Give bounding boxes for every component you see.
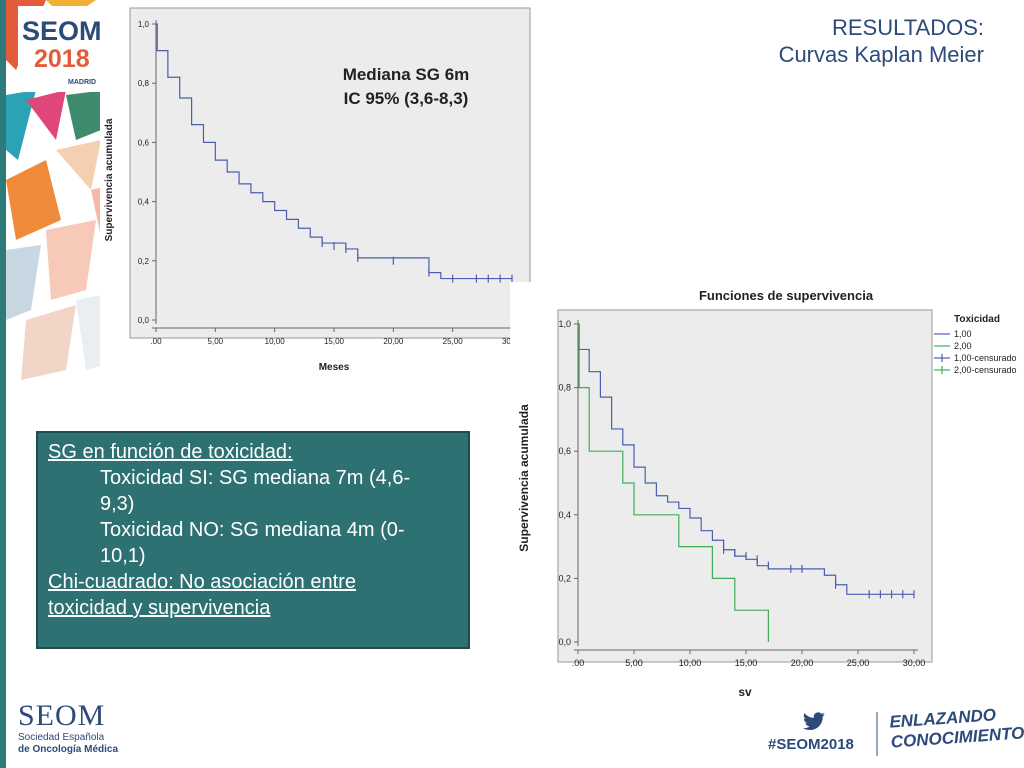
- y-axis-label: Supervivencia acumulada: [104, 118, 115, 241]
- x-tick-label: 25,00: [847, 658, 870, 668]
- summary-tox-no-line-1: Toxicidad NO: SG mediana 4m (0-: [100, 519, 405, 541]
- x-tick-label: 10,00: [265, 337, 286, 346]
- y-tick-label: 0,6: [558, 446, 571, 456]
- summary-tox-no-line-2: 10,1): [100, 545, 146, 567]
- slide-title: RESULTADOS: Curvas Kaplan Meier: [779, 14, 984, 68]
- y-tick-label: 0,0: [138, 316, 150, 325]
- legend-title: Toxicidad: [954, 314, 1000, 325]
- summary-chi-line-1: Chi-cuadrado: No asociación entre: [48, 571, 356, 593]
- svg-text:MADRID: MADRID: [68, 79, 96, 86]
- x-axis-label: sv: [738, 685, 752, 699]
- x-tick-label: 15,00: [324, 337, 345, 346]
- hashtag-text: #SEOM2018: [768, 736, 854, 753]
- title-line-2: Curvas Kaplan Meier: [778, 42, 984, 67]
- legend-label-1: 1,00: [954, 329, 972, 339]
- x-tick-label: 20,00: [383, 337, 404, 346]
- x-tick-label: 5,00: [625, 658, 643, 668]
- legend-label-2: 2,00: [954, 341, 972, 351]
- summary-chi-line-2: toxicidad y supervivencia: [48, 597, 271, 619]
- x-tick-label: .00: [572, 658, 585, 668]
- x-tick-label: 30,00: [903, 658, 926, 668]
- y-tick-label: 0,2: [558, 573, 571, 583]
- x-tick-label: .00: [150, 337, 162, 346]
- summary-heading: SG en función de toxicidad:: [48, 441, 293, 463]
- x-tick-label: 10,00: [679, 658, 702, 668]
- svg-text:SEOM: SEOM: [22, 16, 102, 46]
- toxicity-summary-box: SG en función de toxicidad: Toxicidad SI…: [36, 431, 470, 649]
- summary-tox-si-line-1: Toxicidad SI: SG mediana 7m (4,6-: [100, 467, 411, 489]
- y-tick-label: 0,8: [558, 383, 571, 393]
- y-tick-label: 0,2: [138, 257, 150, 266]
- median-annotation-line-1: Mediana SG 6m: [343, 65, 470, 84]
- enlazando-slogan: ENLAZANDO CONOCIMIENTO: [889, 703, 1024, 752]
- footer-divider: [876, 712, 878, 756]
- overall-survival-chart: .005,0010,0015,0020,0025,0030,000,00,20,…: [100, 0, 532, 378]
- summary-tox-si-line-2: 9,3): [100, 493, 135, 515]
- toxicity-survival-chart: Funciones de supervivencia .00 5,00 10,00 1…: [510, 282, 1022, 702]
- svg-text:2018: 2018: [34, 45, 90, 73]
- x-tick-label: 25,00: [443, 337, 464, 346]
- legend: Toxicidad 1,00 2,00 1,00-censurado 2,00-…: [934, 314, 1017, 375]
- y-tick-label: 0,4: [558, 510, 571, 520]
- legend-label-4: 2,00-censurado: [954, 365, 1017, 375]
- y-tick-label: 0,6: [138, 138, 150, 147]
- twitter-bird-icon: [802, 712, 826, 737]
- y-tick-label: 0,4: [138, 198, 150, 207]
- seom-wordmark: SEOM: [18, 699, 106, 732]
- y-tick-label: 0,0: [558, 637, 571, 647]
- y-axis-label: Supervivencia acumulada: [517, 404, 531, 552]
- x-axis-label: Meses: [319, 362, 350, 373]
- x-tick-label: 20,00: [791, 658, 814, 668]
- plot-area: [557, 309, 933, 663]
- y-tick-label: 0,8: [138, 79, 150, 88]
- legend-label-3: 1,00-censurado: [954, 353, 1017, 363]
- seom-footer-logo: SEOM Sociedad Española de Oncología Médi…: [18, 700, 118, 756]
- median-annotation-line-2: IC 95% (3,6-8,3): [344, 89, 469, 108]
- chart-title: Funciones de supervivencia: [699, 288, 874, 303]
- y-tick-label: 1,0: [558, 319, 571, 329]
- survival-curve-1: [156, 23, 512, 280]
- plot-area: [129, 7, 531, 339]
- left-accent-stripe: [0, 0, 6, 768]
- y-tick-label: 1,0: [138, 20, 150, 29]
- x-tick-label: 15,00: [735, 658, 758, 668]
- x-tick-label: 5,00: [208, 337, 224, 346]
- survival-curve-2: [578, 323, 769, 642]
- seom-subtitle-2: de Oncología Médica: [18, 744, 119, 755]
- title-line-1: RESULTADOS:: [832, 15, 984, 40]
- seom-subtitle-1: Sociedad Española: [18, 732, 105, 743]
